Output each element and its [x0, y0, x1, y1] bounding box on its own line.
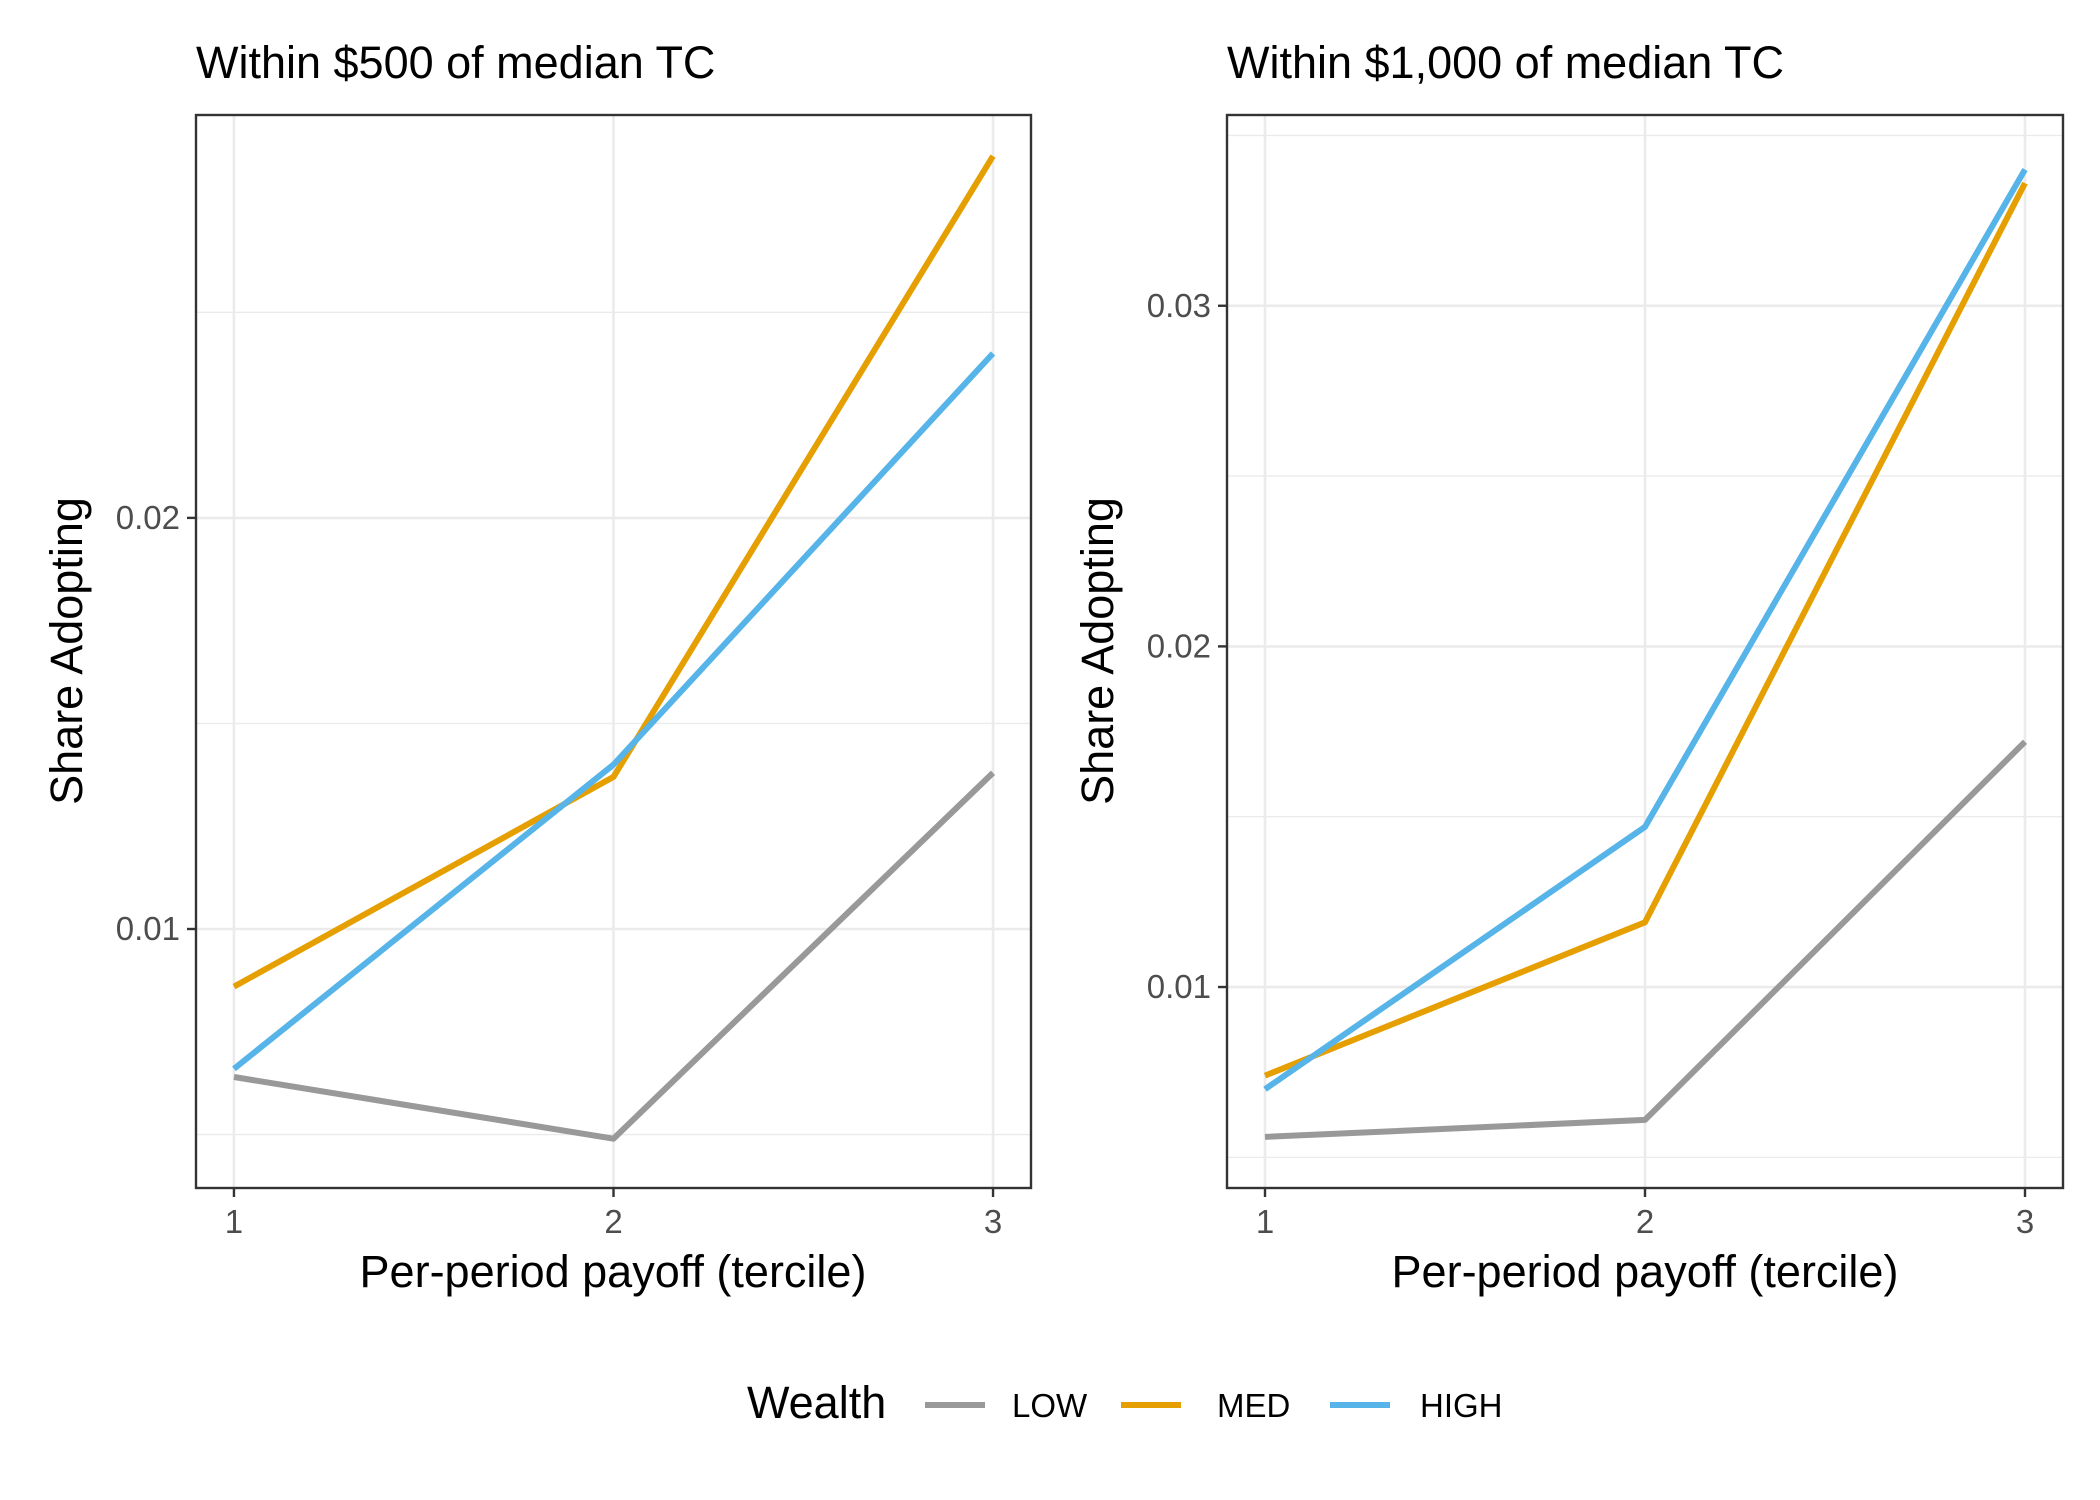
y-tick-label-left: 0.01	[116, 910, 180, 947]
x-axis-title-left: Per-period payoff (tercile)	[360, 1246, 867, 1297]
chart-panel-left: Within $500 of median TC 0.01 0.02 1 2 3 Per…	[41, 37, 1033, 1297]
y-axis-title-left: Share Adopting	[41, 497, 92, 805]
y-tick-label-right: 0.03	[1147, 287, 1211, 324]
series-line-low-left	[233, 770, 996, 1142]
panel-title-right: Within $1,000 of median TC	[1227, 37, 1784, 88]
y-tick-label-left: 0.02	[116, 499, 180, 536]
y-tick-label-right: 0.01	[1147, 968, 1211, 1005]
legend-label-low: LOW	[1012, 1387, 1088, 1424]
legend-label-high: HIGH	[1420, 1387, 1503, 1424]
x-tick-label-left: 3	[984, 1203, 1002, 1240]
chart-panel-right: Within $1,000 of median TC 0.01 0.02 0.03 1…	[1072, 37, 2065, 1297]
legend-label-med: MED	[1217, 1387, 1290, 1424]
series-line-high-right	[1263, 167, 2028, 1092]
x-axis-title-right: Per-period payoff (tercile)	[1392, 1246, 1899, 1297]
y-tick-label-right: 0.02	[1147, 627, 1211, 664]
legend: Wealth LOW MED HIGH	[747, 1377, 1503, 1428]
x-tick-label-right: 3	[2016, 1203, 2034, 1240]
panel-title-left: Within $500 of median TC	[196, 37, 715, 88]
x-tick-label-right: 2	[1636, 1203, 1654, 1240]
series-line-low-right	[1264, 739, 2028, 1140]
x-tick-label-right: 1	[1256, 1203, 1274, 1240]
series-line-med-right	[1263, 181, 2028, 1079]
series-line-high-left	[232, 351, 996, 1072]
legend-title: Wealth	[747, 1377, 886, 1428]
x-tick-label-left: 2	[604, 1203, 622, 1240]
x-tick-label-left: 1	[225, 1203, 243, 1240]
series-line-med-left	[232, 154, 996, 990]
y-axis-title-right: Share Adopting	[1072, 497, 1123, 805]
